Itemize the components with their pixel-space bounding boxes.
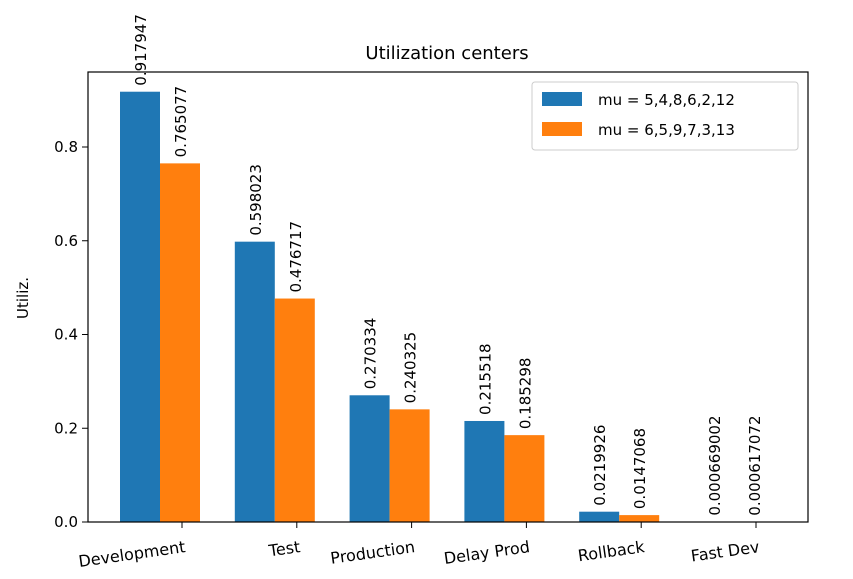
y-tick-label: 0.4 [54,326,78,344]
bar-series1-test [234,241,275,523]
legend: mu = 5,4,8,6,2,12 mu = 6,5,9,7,3,13 [531,81,799,151]
data-label: 0.000669002 [706,415,724,515]
bar-series1-rollback [579,511,620,522]
bar-series1-production [349,395,390,522]
data-label: 0.185298 [516,358,534,430]
plot-frame [87,71,809,523]
data-label: 0.240325 [402,332,420,404]
legend-box [531,81,799,151]
chart-title: Utilization centers [365,43,528,64]
data-label: 0.0219926 [591,425,609,506]
data-label: 0.000617072 [746,416,764,516]
x-tick-label: Test [267,537,302,560]
data-label: 0.917947 [132,14,150,86]
x-tick-label: Production [329,537,416,568]
data-label: 0.765077 [172,86,190,158]
bar-series2-test [274,298,315,522]
data-labels-layer: 0.917947 0.598023 0.270334 0.215518 0.021992… [132,14,764,516]
bar-series2-development [160,163,200,522]
bar-series2-delay-prod [504,435,545,522]
data-label: 0.270334 [362,318,380,390]
bars-layer [120,91,774,523]
y-tick-label: 0.0 [54,513,78,531]
x-tick-label: Fast Dev [690,537,761,565]
legend-entry: mu = 6,5,9,7,3,13 [598,121,735,139]
legend-swatch [542,122,582,136]
bar-series2-production [389,409,430,522]
legend-entry: mu = 5,4,8,6,2,12 [598,91,735,109]
bar-series2-rollback [619,515,660,522]
x-tick-label: Development [77,537,186,571]
y-tick-label: 0.2 [54,419,78,437]
y-tick-label: 0.8 [54,138,78,156]
bar-series1-development [120,91,160,522]
data-label: 0.598023 [247,164,265,236]
legend-swatch [542,92,582,106]
y-tick-label: 0.6 [54,232,78,250]
bar-series1-delay-prod [464,420,505,522]
x-tick-label: Delay Prod [443,537,531,568]
data-label: 0.215518 [476,343,494,415]
data-label: 0.0147068 [631,428,649,509]
data-label: 0.476717 [287,221,305,293]
y-axis-label: Utiliz. [14,277,32,319]
x-tick-label: Rollback [577,537,647,565]
